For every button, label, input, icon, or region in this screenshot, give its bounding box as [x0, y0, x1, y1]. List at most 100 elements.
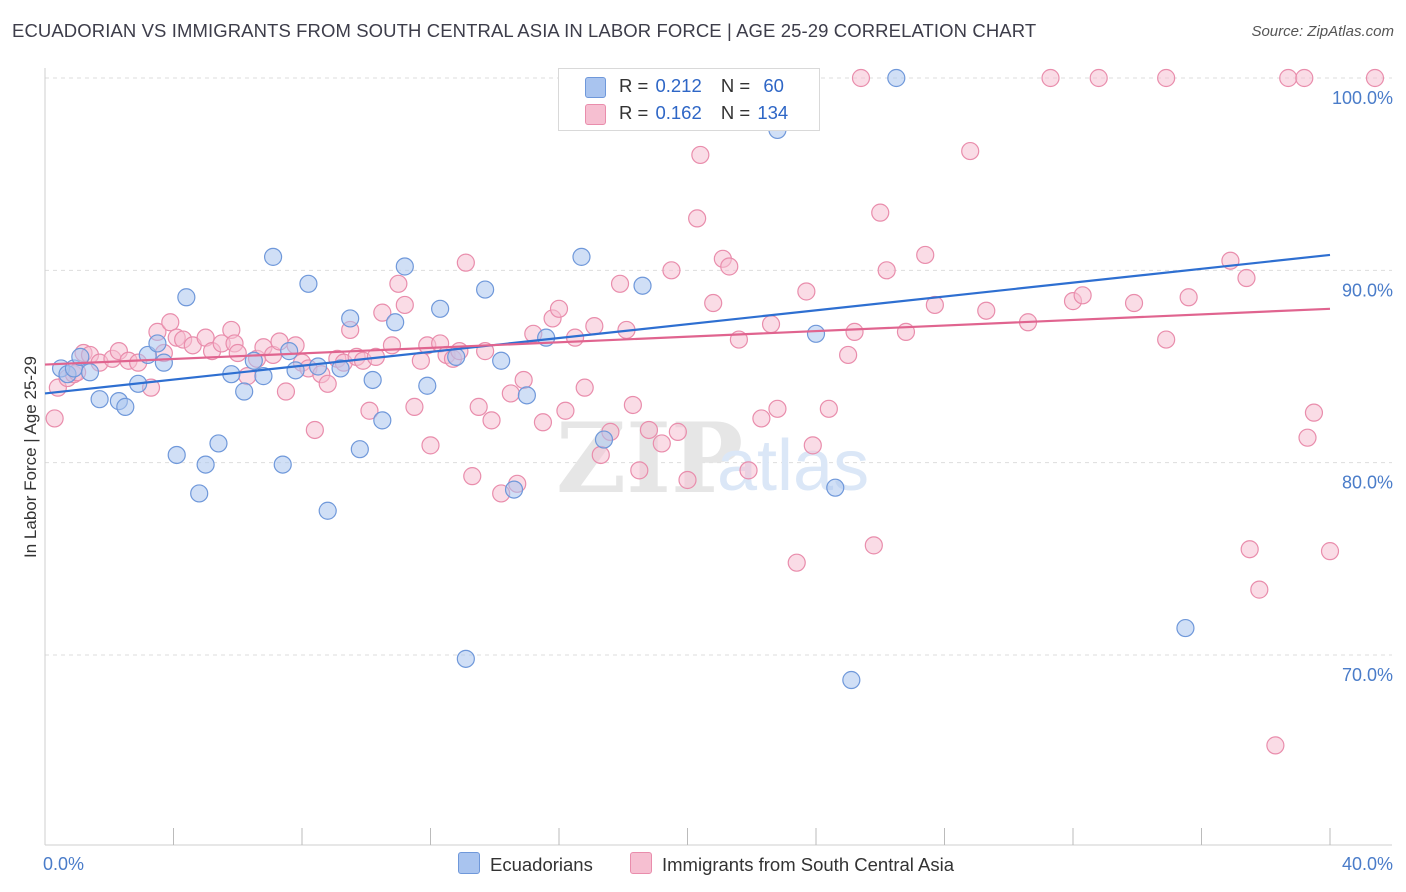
- immigrants-point: [845, 322, 864, 341]
- immigrants-point: [405, 397, 424, 416]
- immigrants-point: [1073, 286, 1092, 305]
- legend-n-label: N =: [720, 102, 751, 123]
- ecuadorians-point: [887, 68, 906, 88]
- legend-n-value: 60: [763, 75, 784, 96]
- immigrants-point: [839, 345, 858, 365]
- immigrants-point: [752, 409, 771, 428]
- immigrants-point: [1365, 68, 1385, 88]
- ecuadorians-point: [280, 342, 299, 361]
- trend-line-immigrants: [44, 307, 1331, 366]
- source-credit: Source: ZipAtlas.com: [1251, 23, 1394, 40]
- immigrants-point: [1295, 68, 1314, 88]
- immigrants-point: [395, 295, 414, 315]
- immigrants-point: [916, 245, 935, 265]
- immigrants-point: [514, 370, 533, 390]
- immigrants-point: [1320, 542, 1340, 561]
- ecuadorians-point: [80, 363, 100, 382]
- immigrants-point: [630, 461, 649, 480]
- immigrants-point: [1266, 736, 1285, 755]
- legend-r-value: 0.212: [655, 75, 702, 96]
- immigrants-point: [482, 411, 501, 430]
- ecuadorians-point: [363, 370, 382, 390]
- tick-labels: 70.0% 80.0% 90.0% 100.0% 0.0% 40.0%: [43, 88, 1393, 874]
- ecuadorians-point: [447, 347, 466, 366]
- immigrants-point: [761, 315, 781, 334]
- x-tick-label: 40.0%: [1342, 854, 1393, 874]
- immigrants-point: [864, 536, 883, 555]
- immigrants-point: [1124, 293, 1144, 313]
- immigrants-point: [228, 343, 247, 363]
- legend-r-value: 0.162: [655, 102, 702, 123]
- immigrants-point: [533, 413, 553, 432]
- stats-legend: R = 0.212 N = 60 R = 0.162 N = 134: [558, 68, 820, 131]
- immigrants-point: [585, 317, 604, 336]
- ecuadorians-point: [273, 455, 292, 474]
- immigrants-point: [704, 293, 723, 313]
- y-axis-label: In Labor Force | Age 25-29: [21, 356, 40, 558]
- y-tick-label: 70.0%: [1342, 665, 1393, 685]
- immigrants-point: [1250, 580, 1269, 599]
- immigrants-point: [469, 397, 488, 416]
- ecuadorians-point: [235, 382, 254, 401]
- ecuadorians-point: [476, 280, 495, 299]
- ecuadorians-point: [196, 455, 215, 474]
- legend-swatch-pink: [630, 852, 652, 874]
- immigrants-point: [549, 299, 569, 318]
- axes: [44, 68, 1392, 846]
- ecuadorians-point: [90, 390, 109, 409]
- ecuadorians-point: [492, 351, 511, 370]
- watermark: ZIP atlas: [556, 402, 869, 515]
- ecuadorians-point: [594, 430, 614, 449]
- ecuadorians-point: [826, 478, 845, 497]
- immigrants-point: [360, 401, 379, 420]
- immigrants-point: [276, 382, 296, 401]
- ecuadorians-point: [116, 397, 135, 416]
- immigrants-point: [1179, 288, 1198, 307]
- immigrants-point: [161, 313, 180, 332]
- immigrants-point: [373, 303, 392, 322]
- ecuadorians-point: [806, 324, 826, 343]
- ecuadorians-point: [504, 480, 524, 499]
- legend-r-label: R =: [619, 75, 649, 96]
- ecuadorians-point: [177, 288, 196, 307]
- immigrants-point: [871, 203, 890, 222]
- y-tick-label: 100.0%: [1332, 88, 1393, 108]
- immigrants-point: [318, 374, 337, 393]
- immigrants-point: [977, 301, 996, 320]
- legend-label-ecuadorians: Ecuadorians: [490, 854, 593, 875]
- immigrants-point: [1304, 403, 1324, 422]
- ecuadorians-point: [299, 274, 318, 293]
- watermark-zip: ZIP: [556, 402, 743, 515]
- ecuadorians-point: [386, 313, 405, 332]
- ecuadorians-point: [572, 247, 591, 266]
- immigrants-point: [1298, 428, 1317, 447]
- immigrants-point: [305, 420, 324, 440]
- ecuadorians-point: [308, 357, 328, 376]
- ecuadorians-point: [431, 299, 450, 318]
- ecuadorians-point: [456, 649, 475, 668]
- ecuadorians-point: [331, 359, 350, 378]
- immigrants-point: [639, 420, 659, 440]
- y-tick-label: 90.0%: [1342, 280, 1393, 300]
- legend-item-ecuadorians: Ecuadorians: [458, 852, 593, 876]
- immigrants-point: [877, 261, 896, 280]
- legend-n-label: N =: [720, 75, 751, 96]
- immigrants-point: [691, 145, 710, 165]
- immigrants-point: [421, 436, 440, 455]
- ecuadorians-point: [1176, 618, 1195, 638]
- immigrants-point: [463, 467, 482, 486]
- immigrants-point: [678, 470, 697, 490]
- ecuadorians-point: [286, 361, 305, 380]
- immigrants-point: [1237, 268, 1256, 288]
- ecuadorians-point: [418, 376, 437, 395]
- trend-lines: [44, 253, 1331, 395]
- ecuadorians-point: [633, 276, 652, 295]
- immigrants-point: [1041, 68, 1060, 88]
- ecuadorians-point: [190, 484, 209, 503]
- legend-swatch-pink: [585, 104, 606, 125]
- ecuadorians-point: [517, 386, 536, 405]
- immigrants-point: [961, 141, 980, 161]
- ecuadorians-point: [395, 257, 414, 276]
- legend-item-immigrants: Immigrants from South Central Asia: [630, 852, 954, 876]
